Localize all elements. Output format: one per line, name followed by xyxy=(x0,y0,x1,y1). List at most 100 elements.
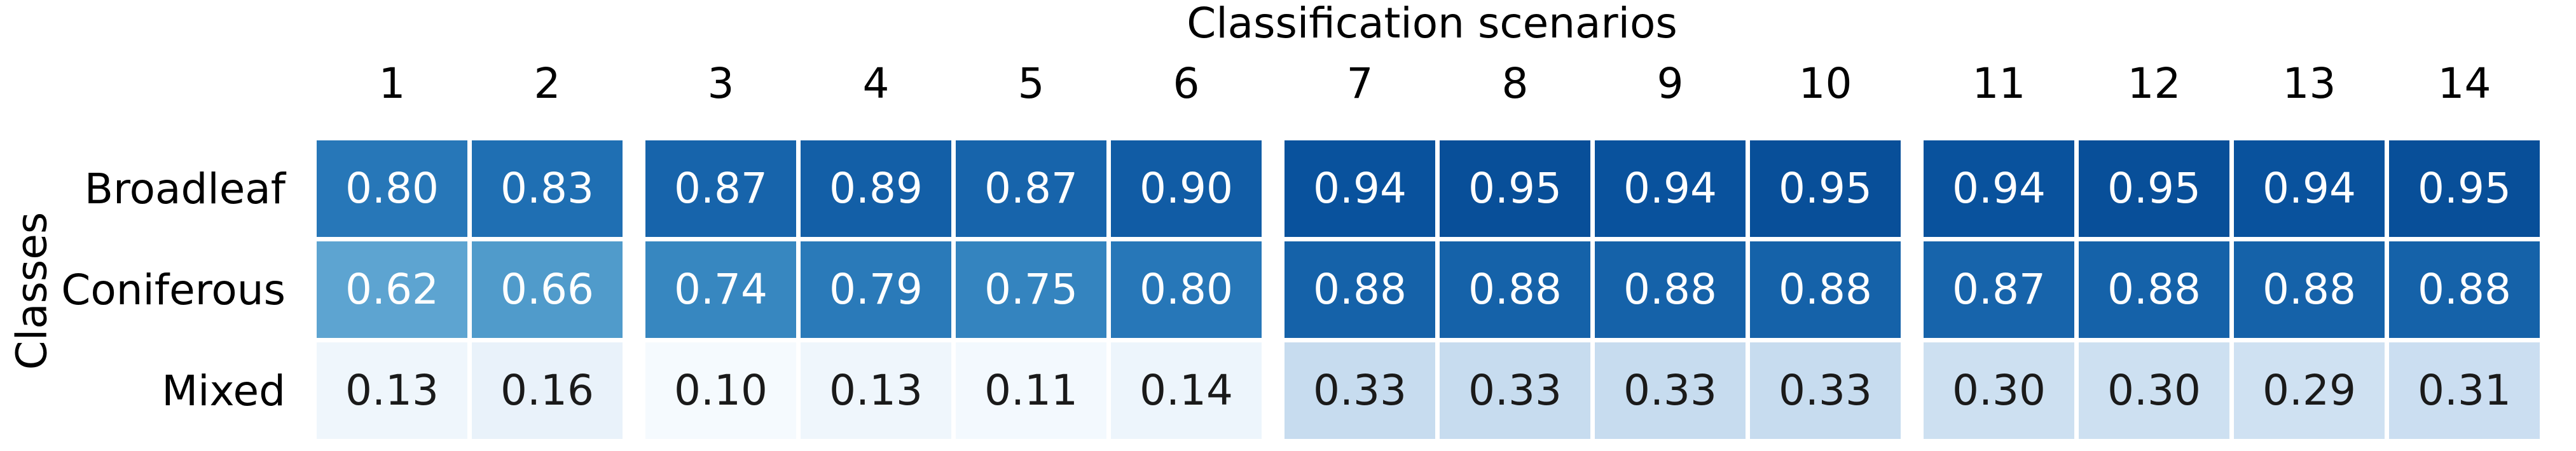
cell-value: 0.88 xyxy=(2418,265,2511,314)
cell-value: 0.95 xyxy=(2107,164,2201,213)
heatmap-cell: 0.89 xyxy=(801,140,951,237)
heatmap-cell: 0.88 xyxy=(1595,241,1746,338)
cell-value: 0.88 xyxy=(1313,265,1407,314)
heatmap-cell: 0.87 xyxy=(1924,241,2074,338)
heatmap-cell: 0.94 xyxy=(2234,140,2385,237)
cell-value: 0.16 xyxy=(500,366,594,415)
cell-value: 0.88 xyxy=(1468,265,1562,314)
heatmap-cell: 0.29 xyxy=(2234,342,2385,439)
heatmap-cell: 0.10 xyxy=(645,342,796,439)
heatmap-cell: 0.88 xyxy=(1750,241,1901,338)
cell-value: 0.94 xyxy=(2263,164,2356,213)
chart-title: Classification scenarios xyxy=(1187,0,1677,48)
cell-value: 0.79 xyxy=(829,265,923,314)
cell-value: 0.88 xyxy=(2263,265,2356,314)
cell-value: 0.62 xyxy=(345,265,439,314)
cell-value: 0.74 xyxy=(674,265,768,314)
cell-value: 0.10 xyxy=(674,366,768,415)
heatmap-cell: 0.30 xyxy=(1924,342,2074,439)
x-tick-label: 11 xyxy=(1972,59,2026,108)
heatmap-cell: 0.83 xyxy=(472,140,623,237)
cell-value: 0.33 xyxy=(1779,366,1872,415)
heatmap-cell: 0.95 xyxy=(2079,140,2229,237)
cell-value: 0.14 xyxy=(1140,366,1233,415)
cell-value: 0.94 xyxy=(1623,164,1717,213)
cell-value: 0.88 xyxy=(1779,265,1872,314)
cell-value: 0.87 xyxy=(1952,265,2046,314)
cell-value: 0.33 xyxy=(1623,366,1717,415)
x-tick-label: 2 xyxy=(534,59,561,108)
heatmap-cell: 0.14 xyxy=(1111,342,1262,439)
heatmap-cell: 0.79 xyxy=(801,241,951,338)
heatmap-cell: 0.31 xyxy=(2389,342,2540,439)
heatmap-cell: 0.87 xyxy=(645,140,796,237)
cell-value: 0.87 xyxy=(674,164,768,213)
heatmap-cell: 0.88 xyxy=(2389,241,2540,338)
cell-value: 0.30 xyxy=(1952,366,2046,415)
cell-value: 0.88 xyxy=(1623,265,1717,314)
row-label-mixed: Mixed xyxy=(162,366,286,415)
heatmap-cell: 0.33 xyxy=(1595,342,1746,439)
x-tick-label: 10 xyxy=(1798,59,1852,108)
heatmap-cell: 0.94 xyxy=(1595,140,1746,237)
x-tick-label: 13 xyxy=(2282,59,2336,108)
cell-value: 0.80 xyxy=(1140,265,1233,314)
heatmap-cell: 0.33 xyxy=(1285,342,1435,439)
x-tick-label: 6 xyxy=(1173,59,1200,108)
cell-value: 0.94 xyxy=(1313,164,1407,213)
x-tick-label: 4 xyxy=(862,59,890,108)
x-tick-label: 3 xyxy=(707,59,734,108)
cell-value: 0.30 xyxy=(2107,366,2201,415)
heatmap-cell: 0.80 xyxy=(317,140,467,237)
cell-value: 0.66 xyxy=(500,265,594,314)
heatmap-cell: 0.95 xyxy=(1440,140,1590,237)
row-label-broadleaf: Broadleaf xyxy=(84,164,286,213)
cell-value: 0.89 xyxy=(829,164,923,213)
x-tick-label: 8 xyxy=(1501,59,1529,108)
heatmap-cell: 0.16 xyxy=(472,342,623,439)
heatmap-cell: 0.88 xyxy=(2234,241,2385,338)
heatmap-cell: 0.30 xyxy=(2079,342,2229,439)
heatmap-cell: 0.88 xyxy=(1285,241,1435,338)
cell-value: 0.75 xyxy=(984,265,1078,314)
heatmap-cell: 0.94 xyxy=(1924,140,2074,237)
x-tick-label: 9 xyxy=(1656,59,1684,108)
cell-value: 0.83 xyxy=(500,164,594,213)
cell-value: 0.11 xyxy=(984,366,1078,415)
heatmap-cell: 0.74 xyxy=(645,241,796,338)
heatmap-cell: 0.75 xyxy=(956,241,1106,338)
heatmap-cell: 0.11 xyxy=(956,342,1106,439)
heatmap-cell: 0.33 xyxy=(1440,342,1590,439)
cell-value: 0.95 xyxy=(1779,164,1872,213)
cell-value: 0.80 xyxy=(345,164,439,213)
cell-value: 0.29 xyxy=(2263,366,2356,415)
heatmap-cell: 0.88 xyxy=(1440,241,1590,338)
heatmap-cell: 0.95 xyxy=(2389,140,2540,237)
row-label-coniferous: Coniferous xyxy=(61,265,286,314)
heatmap-cell: 0.88 xyxy=(2079,241,2229,338)
cell-value: 0.95 xyxy=(1468,164,1562,213)
heatmap-cell: 0.80 xyxy=(1111,241,1262,338)
heatmap-cell: 0.33 xyxy=(1750,342,1901,439)
x-tick-label: 7 xyxy=(1346,59,1374,108)
heatmap-cell: 0.66 xyxy=(472,241,623,338)
x-tick-label: 14 xyxy=(2437,59,2491,108)
heatmap-cell: 0.94 xyxy=(1285,140,1435,237)
x-tick-label: 5 xyxy=(1017,59,1045,108)
cell-value: 0.13 xyxy=(345,366,439,415)
cell-value: 0.31 xyxy=(2418,366,2511,415)
cell-value: 0.94 xyxy=(1952,164,2046,213)
cell-value: 0.87 xyxy=(984,164,1078,213)
x-tick-label: 12 xyxy=(2127,59,2181,108)
heatmap-cell: 0.87 xyxy=(956,140,1106,237)
heatmap-cell: 0.62 xyxy=(317,241,467,338)
heatmap-cell: 0.95 xyxy=(1750,140,1901,237)
heatmap-cell: 0.13 xyxy=(317,342,467,439)
cell-value: 0.95 xyxy=(2418,164,2511,213)
heatmap-cell: 0.90 xyxy=(1111,140,1262,237)
cell-value: 0.33 xyxy=(1313,366,1407,415)
x-tick-label: 1 xyxy=(378,59,406,108)
cell-value: 0.33 xyxy=(1468,366,1562,415)
cell-value: 0.88 xyxy=(2107,265,2201,314)
